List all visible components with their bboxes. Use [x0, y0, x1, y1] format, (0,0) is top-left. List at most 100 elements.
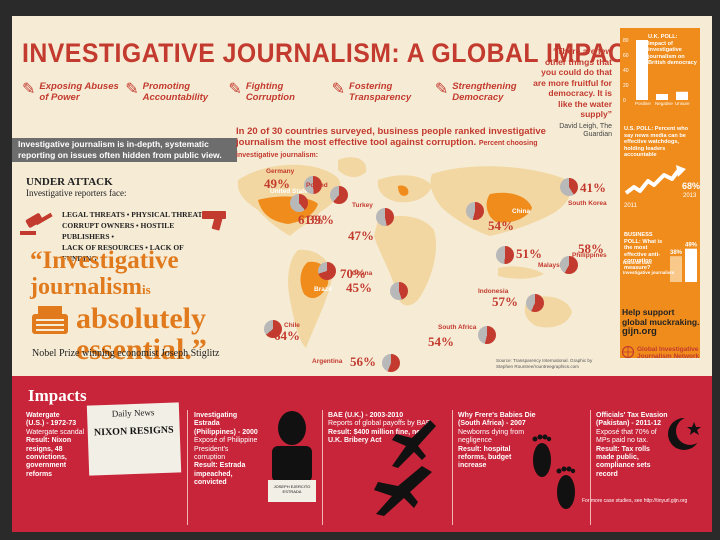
pencil-icon: ✎	[22, 81, 36, 98]
country-percent: 58%	[578, 241, 604, 256]
newspaper-masthead: Daily News	[111, 407, 155, 419]
country-label: China	[512, 208, 531, 215]
uk-bar-label: Positive	[635, 101, 651, 106]
country-label: South Africa	[438, 324, 477, 331]
country-pie-chart	[330, 186, 348, 204]
impacts-heading: Impacts	[28, 386, 87, 405]
case-body: Exposé that 70% of MPs paid no tax.	[596, 428, 657, 445]
case-result: Result: Nixon resigns, 48 convictions, g…	[26, 437, 72, 478]
theme-item: ✎ Fighting Corruption	[228, 81, 325, 115]
business-bar	[670, 256, 682, 282]
country-percent: 57%	[492, 294, 518, 309]
threat-line: LACK OF RESOURCES • LACK OF FUNDING	[62, 243, 184, 263]
gijn-logo-text: Global Investigative Journalism Network	[637, 346, 700, 360]
intro-banner: Investigative journalism is in-depth, sy…	[12, 138, 237, 162]
country-label: Argentina	[312, 358, 343, 365]
case-body: Watergate scandal	[26, 428, 85, 436]
business-bar-label: National laws	[623, 260, 652, 265]
guardian-quote: “There are few other things that you cou…	[532, 46, 612, 139]
theme-label: Fighting Corruption	[245, 81, 295, 103]
footnote: For more case studies, see http://tinyur…	[582, 498, 688, 504]
threat-list: LEGAL THREATS • PHYSICAL THREATS • CORRU…	[62, 209, 212, 264]
country-percent: 51%	[516, 246, 542, 261]
gavel-icon	[20, 212, 53, 235]
us-poll-trend: 2011 68% 2013	[624, 164, 700, 209]
theme-label: Promoting Accountability	[142, 81, 209, 103]
theme-item: ✎ Promoting Accountability	[125, 81, 222, 115]
case-result: Result: hospital reforms, budget increas…	[458, 445, 512, 470]
country-label: Germany	[266, 168, 295, 175]
theme-label: Fostering Transparency	[349, 81, 412, 103]
theme-row: ✎ Exposing Abuses of Power ✎ Promoting A…	[22, 81, 532, 115]
impacts-section: Impacts Watergate (U.S.) - 1972-73 Water…	[12, 376, 712, 532]
poll-sidebar: U.K. POLL: Impact of investigative journ…	[620, 28, 700, 358]
country-percent: 54%	[428, 334, 454, 349]
uk-tick-label: 0	[623, 98, 626, 104]
continent-greenland	[338, 157, 367, 178]
uk-poll-chart: 80 60 40 20 0 Positive Negative Unsure	[623, 38, 690, 106]
case-meta: (U.K.) - 2003-2010	[344, 412, 404, 419]
under-attack-sub: Investigative reporters face:	[26, 188, 127, 198]
uk-bar	[636, 40, 648, 100]
case-result: Result: Tax rolls made public, complianc…	[596, 445, 651, 478]
case-watergate: Watergate (U.S.) - 1972-73 Watergate sca…	[26, 412, 88, 479]
country-pie-chart	[376, 208, 394, 226]
pencil-icon: ✎	[228, 81, 242, 98]
country-label: United States	[270, 188, 312, 195]
stiglitz-quote: “Investigative journalismis absolutely e…	[30, 247, 250, 366]
case-title: Officials' Tax Evasion	[596, 412, 668, 419]
business-poll-chart: 38% National laws 49% Investigative journal…	[623, 243, 698, 282]
us-end-year: 2013	[683, 193, 697, 199]
case-title: Why Frere's Babies Die	[458, 412, 536, 419]
case-divider	[452, 410, 453, 525]
us-end-value: 68%	[682, 181, 700, 191]
trend-arrow-icon	[676, 164, 686, 177]
country-germany	[398, 185, 409, 196]
case-title: Investigating Estrada	[194, 412, 238, 428]
quote-text: “There are few other things that you cou…	[533, 46, 612, 119]
page-title: INVESTIGATIVE JOURNALISM: A GLOBAL IMPAC…	[22, 38, 643, 68]
country-label: Chile	[284, 322, 300, 329]
country-label: Philippines	[572, 252, 607, 259]
business-bar-value: 38%	[670, 250, 683, 256]
typewriter-icon	[32, 306, 68, 334]
country-percent: 39%	[308, 212, 334, 227]
under-attack: UNDER ATTACK Investigative reporters fac…	[26, 176, 226, 198]
newspaper-headline: NIXON RESIGNS	[93, 424, 174, 439]
help-line: Help support	[622, 307, 675, 317]
uk-tick-label: 20	[623, 83, 629, 89]
pistol-icon	[202, 211, 226, 231]
us-start-year: 2011	[624, 203, 638, 209]
business-bar-value: 49%	[685, 243, 698, 249]
theme-item: ✎ Fostering Transparency	[332, 81, 429, 115]
quote-source: David Leigh, The Guardian	[559, 122, 612, 138]
mugshot-image	[268, 411, 316, 502]
country-pie-chart	[478, 326, 496, 344]
continent-africa	[374, 215, 437, 306]
theme-label: Strengthening Democracy	[452, 81, 517, 103]
country-pie-chart	[290, 194, 308, 212]
gijn-link[interactable]: gijn.org	[622, 326, 657, 337]
case-title: BAE	[328, 412, 343, 419]
map-heading: In 20 of 30 countries surveyed, business…	[236, 126, 566, 161]
theme-item: ✎ Strengthening Democracy	[435, 81, 532, 115]
quote-line-small: is	[142, 282, 151, 297]
uk-poll-title: U.K. POLL: Impact of investigative journ…	[648, 34, 697, 66]
help-support: Help support global muckraking. gijn.org	[622, 307, 702, 337]
help-line: global muckraking.	[622, 316, 700, 327]
country-label: Ghana	[352, 270, 373, 277]
country-label: Malaysia	[538, 262, 566, 269]
uk-tick-label: 60	[623, 53, 629, 59]
uk-bar	[656, 94, 668, 100]
gijn-logo: Global Investigative Journalism Network	[622, 346, 702, 360]
country-pie-chart	[304, 176, 322, 194]
quote-attribution: Nobel Prize winning economist Joseph Sti…	[32, 348, 220, 359]
country-percent: 56%	[350, 354, 376, 369]
quote-line: “Investigative	[30, 247, 179, 274]
case-meta: (U.S.) - 1972-73	[26, 420, 77, 428]
country-label: Indonesia	[478, 288, 509, 295]
country-percent: 70%	[340, 266, 366, 281]
threat-line: LEGAL THREATS • PHYSICAL THREATS •	[62, 210, 212, 219]
case-bae: BAE (U.K.) - 2003-2010 Reports of global…	[328, 412, 438, 446]
case-result: Result: $400 million fine, new U.K. Brib…	[328, 428, 426, 445]
